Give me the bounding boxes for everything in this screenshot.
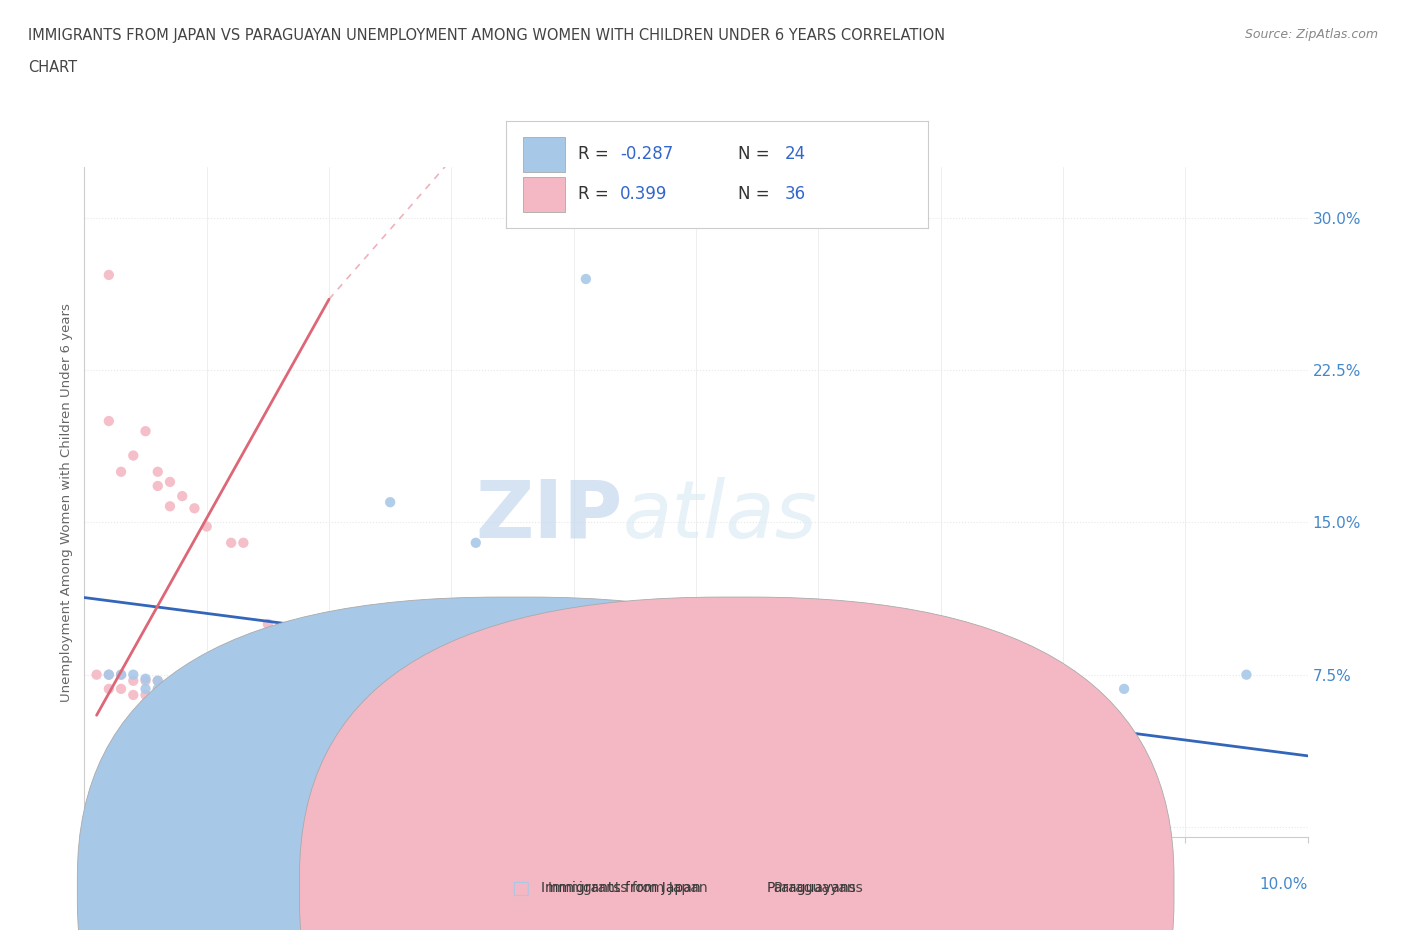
Point <box>159 474 181 489</box>
Point <box>747 682 769 697</box>
Point <box>97 414 120 429</box>
Text: 10.0%: 10.0% <box>1260 877 1308 892</box>
Point <box>685 814 707 829</box>
Point <box>232 536 254 551</box>
Text: 24: 24 <box>785 145 806 164</box>
Point <box>807 682 830 697</box>
Point <box>172 488 194 503</box>
Point <box>219 536 242 551</box>
Point <box>257 698 280 712</box>
Point <box>172 682 194 697</box>
Bar <box>523 177 565 212</box>
Point <box>440 637 463 652</box>
Point <box>257 682 280 697</box>
Point <box>146 479 169 494</box>
Text: R =: R = <box>578 185 619 204</box>
Text: 0.399: 0.399 <box>620 185 668 204</box>
Text: IMMIGRANTS FROM JAPAN VS PARAGUAYAN UNEMPLOYMENT AMONG WOMEN WITH CHILDREN UNDER: IMMIGRANTS FROM JAPAN VS PARAGUAYAN UNEM… <box>28 28 945 43</box>
Point <box>146 673 169 688</box>
Point <box>97 667 120 682</box>
Point <box>195 519 218 534</box>
Point <box>146 464 169 479</box>
Point <box>146 673 169 688</box>
Point <box>135 424 157 439</box>
Text: □: □ <box>510 879 530 897</box>
Point <box>219 694 242 709</box>
Text: atlas: atlas <box>623 476 817 554</box>
Point <box>159 498 181 513</box>
Point <box>232 682 254 697</box>
Text: □: □ <box>735 879 755 897</box>
Point <box>97 682 120 697</box>
Point <box>294 637 316 652</box>
Text: Immigrants from Japan: Immigrants from Japan <box>541 881 702 896</box>
Point <box>783 637 806 652</box>
Point <box>146 687 169 702</box>
Point <box>110 667 132 682</box>
Text: Paraguayans: Paraguayans <box>766 881 856 896</box>
Point <box>562 647 585 662</box>
Point <box>575 272 598 286</box>
Text: ZIP: ZIP <box>475 476 623 554</box>
Point <box>734 667 756 682</box>
Point <box>245 687 267 702</box>
Point <box>661 637 683 652</box>
Point <box>416 627 439 642</box>
Text: Immigrants from Japan: Immigrants from Japan <box>548 881 709 896</box>
Point <box>1114 682 1136 697</box>
Point <box>135 671 157 686</box>
Point <box>281 682 304 697</box>
Point <box>172 677 194 692</box>
Point <box>135 673 157 688</box>
Point <box>122 667 145 682</box>
Point <box>208 687 231 702</box>
Point <box>86 667 108 682</box>
Point <box>208 677 231 692</box>
Point <box>245 682 267 697</box>
Point <box>709 667 731 682</box>
Text: R =: R = <box>578 145 614 164</box>
Point <box>135 687 157 702</box>
Point <box>97 667 120 682</box>
Point <box>159 682 181 697</box>
Y-axis label: Unemployment Among Women with Children Under 6 years: Unemployment Among Women with Children U… <box>60 303 73 701</box>
Point <box>380 495 402 510</box>
Text: Source: ZipAtlas.com: Source: ZipAtlas.com <box>1244 28 1378 41</box>
Point <box>110 667 132 682</box>
Point <box>709 769 731 784</box>
Point <box>183 501 205 516</box>
Point <box>122 448 145 463</box>
Point <box>685 759 707 774</box>
Point <box>219 677 242 692</box>
Text: N =: N = <box>738 145 775 164</box>
Point <box>159 677 181 692</box>
Point <box>97 268 120 283</box>
Point <box>232 687 254 702</box>
Text: Paraguayans: Paraguayans <box>773 881 863 896</box>
Point <box>257 617 280 631</box>
Point <box>195 687 218 702</box>
Point <box>685 637 707 652</box>
Point <box>869 682 891 697</box>
Point <box>122 673 145 688</box>
Point <box>110 682 132 697</box>
Point <box>269 682 291 697</box>
Point <box>195 682 218 697</box>
Bar <box>523 137 565 172</box>
Point <box>110 464 132 479</box>
Point <box>1234 667 1257 682</box>
Text: 0.0%: 0.0% <box>84 877 124 892</box>
Point <box>281 738 304 753</box>
Point <box>122 687 145 702</box>
Text: CHART: CHART <box>28 60 77 75</box>
Point <box>464 536 486 551</box>
Point <box>135 682 157 697</box>
Point <box>183 682 205 697</box>
Text: 36: 36 <box>785 185 806 204</box>
Point <box>269 702 291 717</box>
Point <box>146 682 169 697</box>
Point <box>183 682 205 697</box>
Text: N =: N = <box>738 185 775 204</box>
Text: -0.287: -0.287 <box>620 145 673 164</box>
